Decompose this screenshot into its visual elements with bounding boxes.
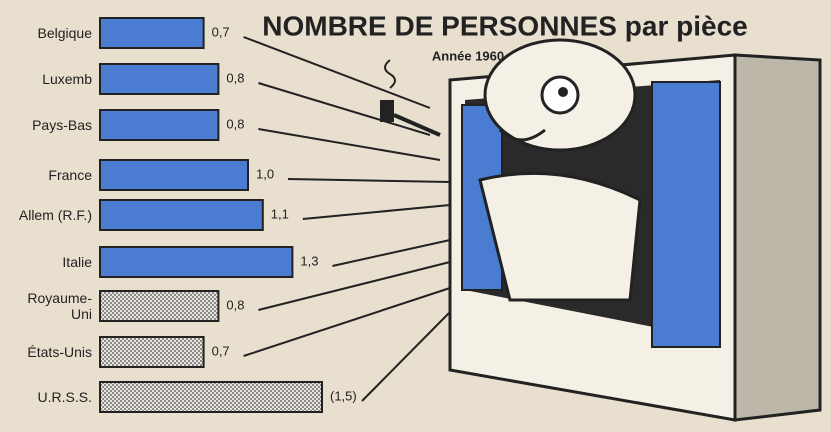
bar bbox=[100, 291, 218, 321]
value-label: 1,1 bbox=[271, 206, 289, 221]
category-label: États-Unis bbox=[10, 344, 92, 360]
category-label: U.R.S.S. bbox=[10, 389, 92, 405]
pointer-line bbox=[244, 37, 430, 108]
category-label: Royaume-Uni bbox=[10, 290, 92, 322]
bar bbox=[100, 64, 218, 94]
chart-title: NOMBRE DE PERSONNES par pièce bbox=[262, 10, 747, 41]
bar bbox=[100, 18, 204, 48]
category-label: Belgique bbox=[10, 25, 92, 41]
value-label: 0,8 bbox=[226, 116, 244, 131]
bar bbox=[100, 110, 218, 140]
bar bbox=[100, 200, 263, 230]
value-label: (1,5) bbox=[330, 388, 357, 403]
pointer-line bbox=[303, 205, 450, 219]
pointer-line bbox=[288, 179, 450, 182]
value-label: 1,0 bbox=[256, 166, 274, 181]
category-label: Pays-Bas bbox=[10, 117, 92, 133]
pointer-line bbox=[332, 240, 450, 266]
value-label: 0,8 bbox=[226, 297, 244, 312]
bar bbox=[100, 247, 292, 277]
value-label: 1,3 bbox=[300, 253, 318, 268]
bar bbox=[100, 382, 322, 412]
value-label: 0,7 bbox=[212, 343, 230, 358]
pointer-line bbox=[258, 129, 440, 160]
pointer-line bbox=[258, 83, 430, 135]
chart-canvas: NOMBRE DE PERSONNES par pièce Année 1960… bbox=[0, 0, 831, 432]
chart: NOMBRE DE PERSONNES par pièce Année 1960… bbox=[0, 0, 831, 432]
category-label: France bbox=[10, 167, 92, 183]
category-label: Luxemb bbox=[10, 71, 92, 87]
category-label: Italie bbox=[10, 254, 92, 270]
category-label: Allem (R.F.) bbox=[10, 207, 92, 223]
chart-subtitle: Année 1960 bbox=[432, 48, 504, 63]
pointer-line bbox=[244, 288, 450, 356]
bar bbox=[100, 160, 248, 190]
bar bbox=[100, 337, 204, 367]
illustration bbox=[380, 40, 820, 420]
value-label: 0,7 bbox=[212, 24, 230, 39]
pointer-line bbox=[362, 312, 450, 401]
value-label: 0,8 bbox=[226, 70, 244, 85]
